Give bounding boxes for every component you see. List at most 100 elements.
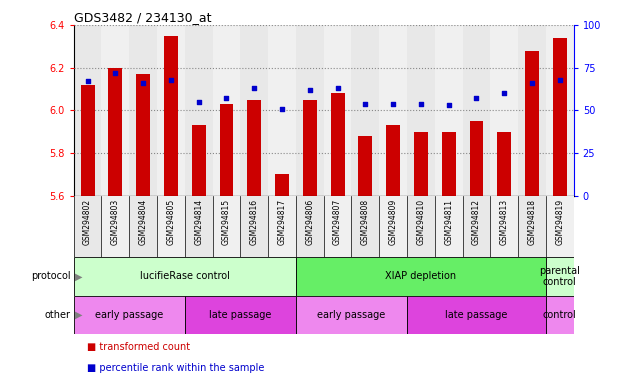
Bar (490, 196, 518, 257)
Bar (469, 121, 483, 196)
Text: protocol: protocol (31, 271, 71, 281)
Bar (414, 132, 428, 196)
Bar (525, 51, 539, 196)
Text: GSM294806: GSM294806 (305, 199, 314, 245)
Bar (518, 25, 546, 196)
Bar (185, 196, 213, 257)
Text: early passage: early passage (317, 310, 386, 320)
Bar (379, 196, 407, 257)
Bar (407, 25, 435, 196)
Point (388, 101, 398, 107)
Text: GSM294808: GSM294808 (361, 199, 370, 245)
Bar (192, 125, 206, 196)
Bar (296, 196, 324, 257)
Text: GSM294813: GSM294813 (500, 199, 509, 245)
Point (249, 85, 260, 91)
Bar (407, 296, 546, 334)
Bar (463, 25, 490, 196)
Bar (546, 296, 574, 334)
Bar (74, 296, 185, 334)
Bar (386, 125, 400, 196)
Point (333, 85, 343, 91)
Text: other: other (44, 310, 71, 320)
Text: GSM294818: GSM294818 (528, 199, 537, 245)
Bar (74, 196, 101, 257)
Text: ■ percentile rank within the sample: ■ percentile rank within the sample (87, 363, 264, 373)
Text: GSM294803: GSM294803 (111, 199, 120, 245)
Text: GSM294815: GSM294815 (222, 199, 231, 245)
Point (360, 101, 370, 107)
Point (194, 99, 204, 105)
Bar (185, 25, 213, 196)
Bar (490, 25, 518, 196)
Bar (137, 74, 150, 196)
Bar (157, 25, 185, 196)
Bar (213, 196, 240, 257)
Bar (101, 196, 129, 257)
Point (527, 80, 537, 86)
Bar (108, 68, 122, 196)
Bar (407, 196, 435, 257)
Bar (442, 132, 456, 196)
Text: GDS3482 / 234130_at: GDS3482 / 234130_at (74, 11, 212, 24)
Point (221, 95, 231, 101)
Point (277, 106, 287, 112)
Text: GSM294807: GSM294807 (333, 199, 342, 245)
Bar (358, 136, 372, 196)
Bar (129, 196, 157, 257)
Text: ▶: ▶ (75, 271, 83, 281)
Bar (275, 174, 289, 196)
Text: GSM294809: GSM294809 (388, 199, 397, 245)
Text: ▶: ▶ (75, 310, 83, 320)
Bar (268, 196, 296, 257)
Point (554, 76, 565, 83)
Text: lucifieRase control: lucifieRase control (140, 271, 229, 281)
Text: GSM294805: GSM294805 (167, 199, 176, 245)
Text: GSM294817: GSM294817 (278, 199, 287, 245)
Point (444, 102, 454, 108)
Bar (74, 257, 296, 296)
Bar (463, 196, 490, 257)
Point (83, 78, 93, 84)
Point (110, 70, 121, 76)
Bar (351, 196, 379, 257)
Point (138, 80, 148, 86)
Point (416, 101, 426, 107)
Bar (296, 257, 546, 296)
Text: control: control (543, 310, 577, 320)
Bar (351, 25, 379, 196)
Bar (435, 196, 463, 257)
Bar (185, 296, 296, 334)
Text: XIAP depletion: XIAP depletion (385, 271, 456, 281)
Text: GSM294811: GSM294811 (444, 199, 453, 245)
Bar (213, 25, 240, 196)
Bar (518, 196, 546, 257)
Bar (546, 257, 574, 296)
Text: GSM294814: GSM294814 (194, 199, 203, 245)
Bar (296, 25, 324, 196)
Bar (546, 25, 574, 196)
Point (471, 95, 481, 101)
Bar (81, 85, 95, 196)
Bar (497, 132, 512, 196)
Text: parental
control: parental control (539, 266, 580, 287)
Bar (546, 196, 574, 257)
Bar (268, 25, 296, 196)
Text: early passage: early passage (95, 310, 163, 320)
Bar (379, 25, 407, 196)
Point (499, 90, 510, 96)
Text: GSM294819: GSM294819 (555, 199, 564, 245)
Point (304, 87, 315, 93)
Text: GSM294816: GSM294816 (250, 199, 259, 245)
Bar (553, 38, 567, 196)
Bar (74, 25, 101, 196)
Bar (164, 36, 178, 196)
Bar (324, 25, 351, 196)
Bar (129, 25, 157, 196)
Bar (331, 93, 345, 196)
Text: GSM294810: GSM294810 (417, 199, 426, 245)
Text: GSM294804: GSM294804 (138, 199, 147, 245)
Bar (101, 25, 129, 196)
Bar (303, 100, 317, 196)
Bar (240, 25, 268, 196)
